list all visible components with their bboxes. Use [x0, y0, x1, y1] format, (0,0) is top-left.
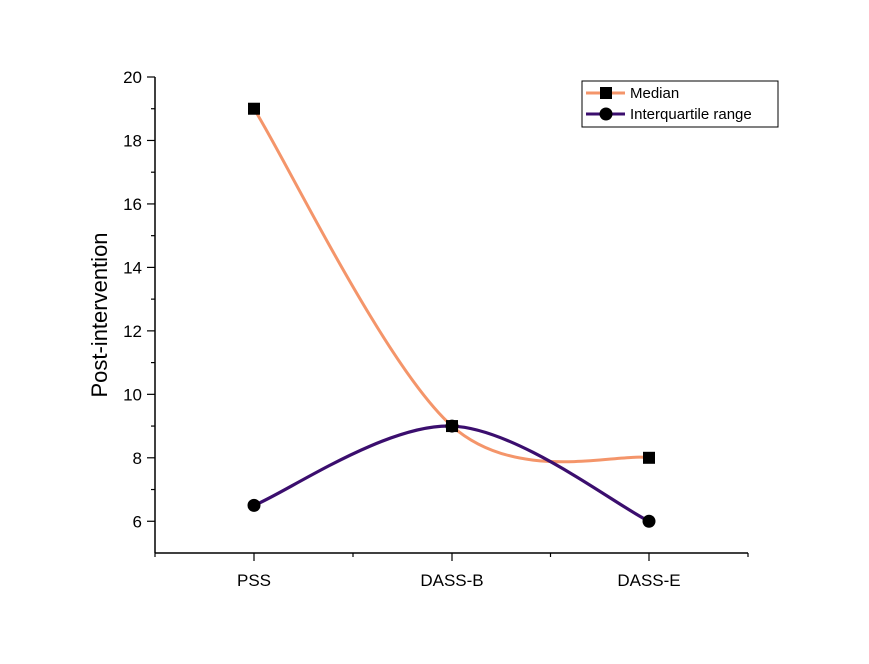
y-tick-label: 8 — [133, 449, 142, 468]
y-tick-label: 18 — [123, 131, 142, 150]
x-tick-label: DASS-B — [420, 571, 483, 590]
series-layer — [252, 107, 650, 523]
y-tick-label: 10 — [123, 385, 142, 404]
axes — [154, 77, 748, 554]
legend-square-marker — [600, 87, 612, 99]
median-marker — [643, 451, 655, 464]
y-tick-label: 6 — [133, 512, 142, 531]
markers-layer — [247, 102, 656, 528]
legend-label: Median — [630, 85, 679, 102]
iqr-marker — [445, 419, 459, 433]
y-tick-label: 16 — [123, 195, 142, 214]
y-axis-title: Post-intervention — [87, 232, 112, 397]
legend-box — [581, 80, 779, 128]
y-tick-label: 14 — [123, 258, 142, 277]
y-axis-ticks: 6 8 10 12 14 16 18 20 — [123, 68, 155, 531]
legend-circle-marker — [599, 107, 613, 121]
legend: Median Interquartile range — [581, 80, 779, 128]
y-tick-label: 20 — [123, 68, 142, 87]
x-axis-ticks: PSS DASS-B DASS-E — [154, 553, 749, 590]
x-tick-label: PSS — [237, 571, 271, 590]
y-tick-label: 12 — [123, 322, 142, 341]
series-line-0 — [252, 107, 650, 464]
iqr-marker — [247, 498, 261, 512]
legend-label: Interquartile range — [630, 106, 752, 123]
x-tick-label: DASS-E — [617, 571, 680, 590]
iqr-marker — [642, 514, 656, 528]
median-marker — [248, 102, 260, 115]
series-line-1 — [253, 424, 650, 523]
